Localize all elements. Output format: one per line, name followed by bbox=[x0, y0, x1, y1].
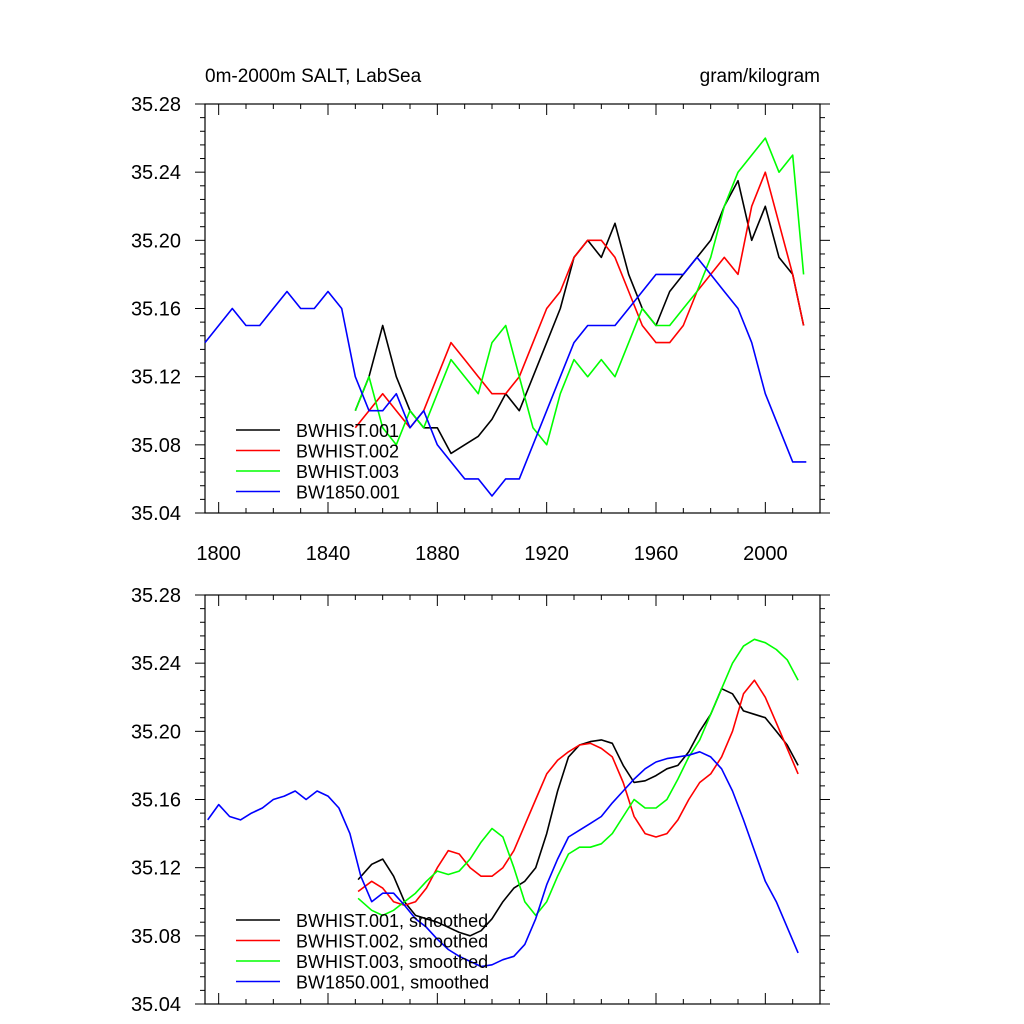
top-x-tick-label: 1840 bbox=[306, 543, 351, 565]
bottom-series-line-2 bbox=[357, 638, 799, 917]
top-panel-title: 0m-2000m SALT, LabSea bbox=[205, 66, 422, 87]
top-x-tick-label: 1800 bbox=[196, 543, 241, 565]
top-y-tick-label: 35.16 bbox=[131, 299, 181, 321]
bottom-series-line-3 bbox=[207, 751, 799, 968]
top-panel-units: gram/kilogram bbox=[700, 66, 820, 87]
top-series-line-3 bbox=[204, 256, 807, 497]
bottom-legend-label: BWHIST.001, smoothed bbox=[296, 911, 488, 931]
top-x-tick-label: 1920 bbox=[524, 543, 569, 565]
bottom-y-tick-label: 35.20 bbox=[131, 721, 181, 743]
bottom-legend-label: BWHIST.002, smoothed bbox=[296, 932, 488, 952]
top-legend-label: BW1850.001 bbox=[296, 483, 400, 503]
bottom-y-tick-label: 35.24 bbox=[131, 653, 181, 675]
top-x-tick-label: 2000 bbox=[743, 543, 788, 565]
top-x-tick-label: 1880 bbox=[415, 543, 460, 565]
top-y-tick-label: 35.20 bbox=[131, 230, 181, 252]
bottom-legend-label: BW1850.001, smoothed bbox=[296, 973, 489, 993]
top-y-tick-label: 35.24 bbox=[131, 162, 181, 184]
bottom-y-tick-label: 35.28 bbox=[131, 585, 181, 607]
top-y-tick-label: 35.08 bbox=[131, 435, 181, 457]
top-x-tick-label: 1960 bbox=[634, 543, 679, 565]
top-y-tick-label: 35.04 bbox=[131, 503, 181, 525]
top-series-line-2 bbox=[354, 137, 805, 446]
bottom-y-tick-label: 35.04 bbox=[131, 994, 181, 1016]
bottom-y-tick-label: 35.16 bbox=[131, 790, 181, 812]
top-legend-label: BWHIST.002 bbox=[296, 442, 399, 462]
top-legend-label: BWHIST.003 bbox=[296, 462, 399, 482]
top-series-line-1 bbox=[354, 171, 805, 429]
bottom-y-tick-label: 35.12 bbox=[131, 858, 181, 880]
top-panel: 0m-2000m SALT, LabSea gram/kilogram 35.0… bbox=[131, 66, 830, 565]
bottom-y-tick-label: 35.08 bbox=[131, 926, 181, 948]
bottom-series-line-1 bbox=[357, 679, 799, 906]
top-y-tick-label: 35.28 bbox=[131, 94, 181, 116]
top-legend-label: BWHIST.001 bbox=[296, 421, 399, 441]
bottom-legend-label: BWHIST.003, smoothed bbox=[296, 952, 488, 972]
bottom-panel: 35.04 35.08 35.12 35.16 35.20 35.24 35.28 BWHIS… bbox=[131, 585, 830, 1016]
top-y-tick-label: 35.12 bbox=[131, 367, 181, 389]
bottom-series-line-0 bbox=[357, 687, 799, 937]
